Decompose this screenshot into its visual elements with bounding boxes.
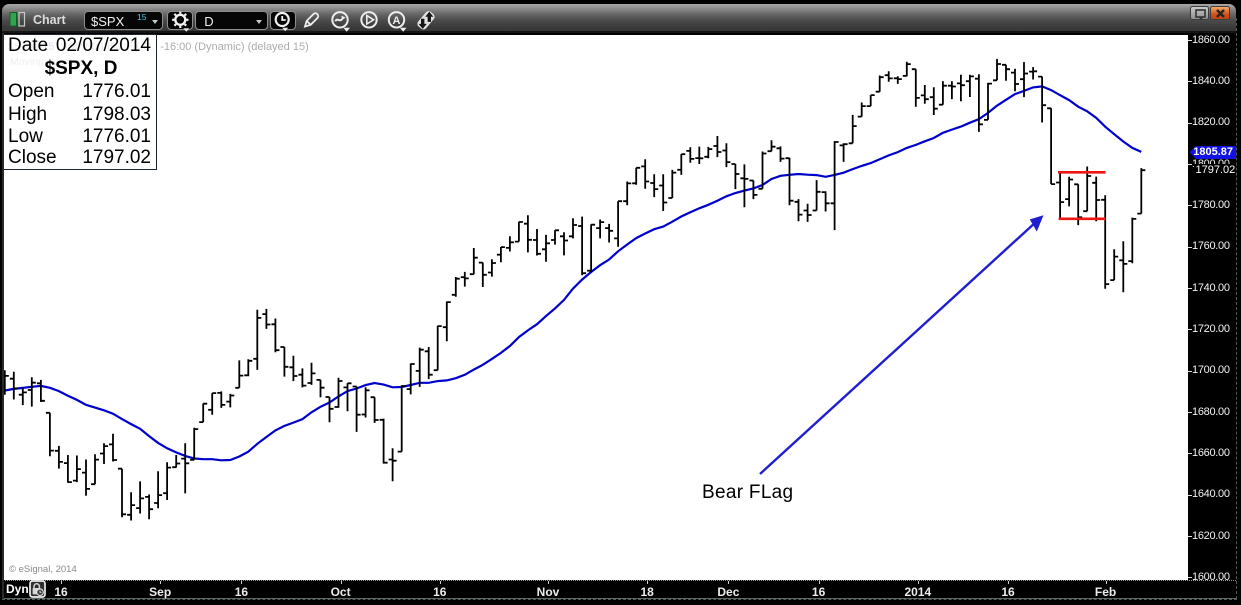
svg-text:A: A	[393, 15, 401, 27]
